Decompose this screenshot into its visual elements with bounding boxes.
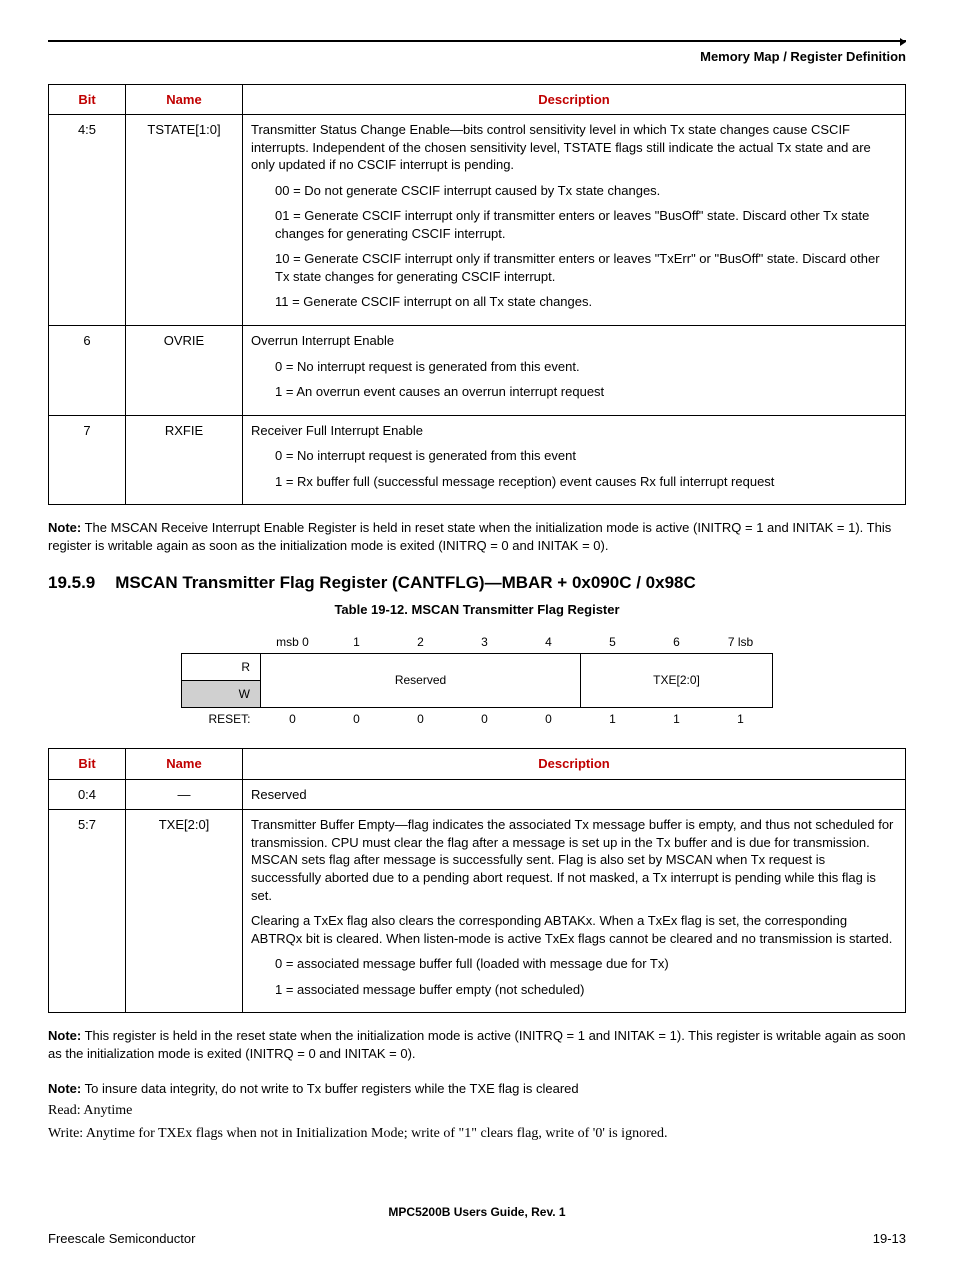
bit-label: 2 xyxy=(389,631,453,654)
cell-desc: Overrun Interrupt Enable 0 = No interrup… xyxy=(243,326,906,416)
cell-bit: 5:7 xyxy=(49,810,126,1013)
note-3: Note: To insure data integrity, do not w… xyxy=(48,1080,906,1098)
th-name: Name xyxy=(126,84,243,115)
desc-opt: 00 = Do not generate CSCIF interrupt cau… xyxy=(251,182,897,200)
table-row: 4:5 TSTATE[1:0] Transmitter Status Chang… xyxy=(49,115,906,326)
bitfield-table-1: Bit Name Description 4:5 TSTATE[1:0] Tra… xyxy=(48,84,906,506)
cell-name: — xyxy=(126,779,243,810)
th-desc: Description xyxy=(243,84,906,115)
desc-opt: 0 = associated message buffer full (load… xyxy=(251,955,897,973)
bit-label: msb 0 xyxy=(261,631,325,654)
desc-opt: 10 = Generate CSCIF interrupt only if tr… xyxy=(251,250,897,285)
note-1: Note: The MSCAN Receive Interrupt Enable… xyxy=(48,519,906,554)
desc-main: Receiver Full Interrupt Enable xyxy=(251,422,897,440)
reset-val: 1 xyxy=(709,708,773,731)
table-row: 5:7 TXE[2:0] Transmitter Buffer Empty—fl… xyxy=(49,810,906,1013)
section-number: 19.5.9 xyxy=(48,572,95,595)
bit-label: 4 xyxy=(517,631,581,654)
cell-name: TSTATE[1:0] xyxy=(126,115,243,326)
bit-header-row: msb 0 1 2 3 4 5 6 7 lsb xyxy=(182,631,773,654)
th-desc: Description xyxy=(243,749,906,780)
reset-val: 0 xyxy=(261,708,325,731)
cell-bit: 0:4 xyxy=(49,779,126,810)
footer-right: 19-13 xyxy=(873,1230,906,1248)
write-line: Write: Anytime for TXEx flags when not i… xyxy=(48,1125,906,1144)
desc-opt: 11 = Generate CSCIF interrupt on all Tx … xyxy=(251,293,897,311)
note-text: The MSCAN Receive Interrupt Enable Regis… xyxy=(48,520,891,553)
reset-val: 0 xyxy=(325,708,389,731)
r-label: R xyxy=(182,654,261,681)
th-name: Name xyxy=(126,749,243,780)
desc-p1: Transmitter Buffer Empty—flag indicates … xyxy=(251,816,897,904)
footer-row: Freescale Semiconductor 19-13 xyxy=(48,1230,906,1248)
register-diagram: msb 0 1 2 3 4 5 6 7 lsb R Reserved TXE[2… xyxy=(181,631,773,730)
note-label: Note: xyxy=(48,1081,81,1096)
cell-desc: Reserved xyxy=(243,779,906,810)
reserved-field: Reserved xyxy=(261,654,581,708)
cell-name: OVRIE xyxy=(126,326,243,416)
reset-val: 0 xyxy=(517,708,581,731)
cell-name: TXE[2:0] xyxy=(126,810,243,1013)
table-row: 7 RXFIE Receiver Full Interrupt Enable 0… xyxy=(49,415,906,505)
reset-val: 0 xyxy=(453,708,517,731)
desc-main: Transmitter Status Change Enable—bits co… xyxy=(251,121,897,174)
reset-row: RESET: 0 0 0 0 0 1 1 1 xyxy=(182,708,773,731)
cell-desc: Transmitter Status Change Enable—bits co… xyxy=(243,115,906,326)
desc-opt: 1 = Rx buffer full (successful message r… xyxy=(251,473,897,491)
bit-label: 3 xyxy=(453,631,517,654)
note-text: This register is held in the reset state… xyxy=(48,1028,906,1061)
cell-bit: 6 xyxy=(49,326,126,416)
reset-val: 1 xyxy=(645,708,709,731)
reset-val: 1 xyxy=(581,708,645,731)
table-row: 0:4 — Reserved xyxy=(49,779,906,810)
txe-field: TXE[2:0] xyxy=(581,654,773,708)
desc-p2: Clearing a TxEx flag also clears the cor… xyxy=(251,912,897,947)
page-header: Memory Map / Register Definition xyxy=(48,48,906,66)
cell-bit: 4:5 xyxy=(49,115,126,326)
th-bit: Bit xyxy=(49,749,126,780)
desc-opt: 1 = An overrun event causes an overrun i… xyxy=(251,383,897,401)
th-bit: Bit xyxy=(49,84,126,115)
bit-label: 1 xyxy=(325,631,389,654)
bit-label: 6 xyxy=(645,631,709,654)
footer-center: MPC5200B Users Guide, Rev. 1 xyxy=(48,1204,906,1220)
note-2: Note: This register is held in the reset… xyxy=(48,1027,906,1062)
cell-desc: Receiver Full Interrupt Enable 0 = No in… xyxy=(243,415,906,505)
desc-opt: 0 = No interrupt request is generated fr… xyxy=(251,358,897,376)
read-row: R Reserved TXE[2:0] xyxy=(182,654,773,681)
desc-opt: 01 = Generate CSCIF interrupt only if tr… xyxy=(251,207,897,242)
footer-left: Freescale Semiconductor xyxy=(48,1230,195,1248)
cell-bit: 7 xyxy=(49,415,126,505)
desc-main: Overrun Interrupt Enable xyxy=(251,332,897,350)
note-label: Note: xyxy=(48,520,81,535)
section-heading: 19.5.9 MSCAN Transmitter Flag Register (C… xyxy=(48,572,906,595)
cell-name: RXFIE xyxy=(126,415,243,505)
desc-opt: 0 = No interrupt request is generated fr… xyxy=(251,447,897,465)
reset-label: RESET: xyxy=(182,708,261,731)
desc-opt: 1 = associated message buffer empty (not… xyxy=(251,981,897,999)
note-text: To insure data integrity, do not write t… xyxy=(85,1081,579,1096)
bitfield-table-2: Bit Name Description 0:4 — Reserved 5:7 … xyxy=(48,748,906,1013)
table-row: 6 OVRIE Overrun Interrupt Enable 0 = No … xyxy=(49,326,906,416)
read-line: Read: Anytime xyxy=(48,1102,906,1121)
w-label: W xyxy=(182,681,261,708)
bit-label: 5 xyxy=(581,631,645,654)
cell-desc: Transmitter Buffer Empty—flag indicates … xyxy=(243,810,906,1013)
top-rule xyxy=(48,40,906,42)
note-label: Note: xyxy=(48,1028,81,1043)
bit-label: 7 lsb xyxy=(709,631,773,654)
reset-val: 0 xyxy=(389,708,453,731)
section-title: MSCAN Transmitter Flag Register (CANTFLG… xyxy=(115,573,696,592)
table-caption: Table 19-12. MSCAN Transmitter Flag Regi… xyxy=(48,601,906,619)
